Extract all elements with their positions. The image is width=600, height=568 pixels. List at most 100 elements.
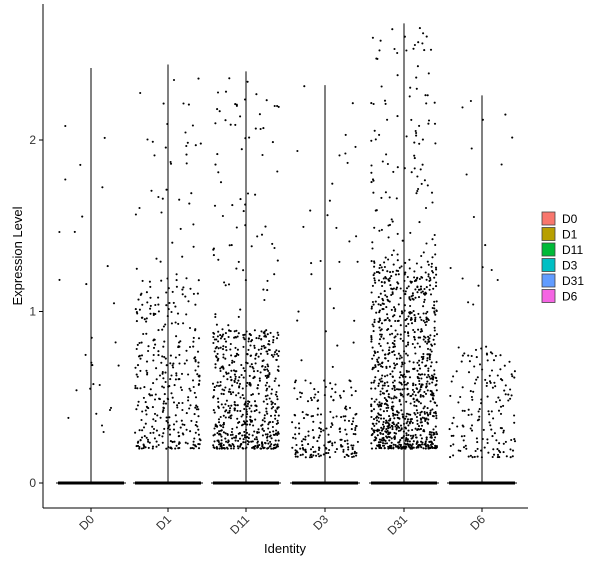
- data-point-D1: [182, 322, 185, 325]
- data-point-D31: [391, 292, 394, 295]
- data-point-D31: [414, 352, 417, 355]
- data-point-D11: [260, 338, 263, 341]
- data-point-D31: [430, 374, 433, 377]
- data-point-D31: [386, 374, 389, 377]
- data-point-D1: [193, 357, 196, 360]
- data-point-D31: [371, 284, 374, 287]
- data-point-D11: [270, 407, 273, 410]
- data-point-D3: [351, 455, 354, 459]
- data-point-D3: [347, 419, 351, 422]
- data-point-D6: [448, 428, 451, 431]
- data-point-D6: [475, 378, 478, 381]
- data-point-D31: [408, 311, 411, 314]
- data-point-D31: [391, 412, 395, 415]
- data-point-D11: [231, 437, 234, 440]
- data-point-D11: [250, 363, 253, 366]
- data-point-D1: [189, 287, 192, 290]
- data-point-D31: [407, 433, 410, 437]
- data-point-D31: [370, 307, 373, 310]
- data-point-D31: [418, 345, 421, 348]
- data-point-D31: [405, 432, 408, 435]
- data-point-D11: [212, 254, 215, 257]
- data-point-D31: [386, 317, 389, 320]
- data-point-D1: [187, 103, 190, 106]
- data-point-D11: [261, 427, 264, 430]
- data-point-D31: [381, 384, 384, 387]
- data-point-D31: [411, 421, 414, 424]
- data-point-D11: [216, 358, 220, 361]
- data-point-D31: [426, 94, 429, 97]
- data-point-D31: [376, 350, 379, 354]
- data-point-D11: [230, 369, 233, 372]
- data-point-D1: [186, 141, 189, 144]
- data-point-D31: [430, 262, 433, 265]
- data-point-D1: [137, 400, 140, 403]
- data-point-D31: [382, 420, 385, 424]
- data-point-D11: [274, 393, 277, 396]
- data-point-D1: [188, 407, 191, 410]
- data-point-D11: [252, 367, 255, 370]
- data-point-D3: [330, 395, 333, 398]
- data-point-D11: [246, 353, 249, 356]
- data-point-D31: [423, 405, 426, 408]
- data-point-D1: [174, 378, 177, 381]
- data-point-D31: [393, 436, 397, 439]
- data-point-D31: [386, 421, 389, 424]
- data-point-D3: [338, 394, 342, 397]
- data-point-D6: [477, 418, 481, 421]
- data-point-D3: [302, 448, 305, 451]
- data-point-D11: [224, 437, 227, 440]
- data-point-D1: [145, 405, 148, 408]
- data-point-D1: [180, 388, 183, 392]
- data-point-D31: [424, 323, 427, 327]
- data-point-D31: [384, 191, 387, 194]
- data-point-D31: [424, 340, 427, 343]
- legend-label: D31: [562, 274, 584, 288]
- data-point-D1: [168, 385, 171, 388]
- data-point-D3: [335, 226, 338, 229]
- data-point-D11: [233, 360, 236, 363]
- data-point-D1: [188, 345, 192, 349]
- data-point-D31: [418, 277, 421, 281]
- data-point-D1: [152, 359, 155, 362]
- data-point-D31: [412, 382, 415, 385]
- data-point-D31: [435, 309, 438, 312]
- data-point-D3: [322, 453, 325, 456]
- data-point-D11: [274, 439, 277, 442]
- data-point-D1: [194, 424, 197, 427]
- data-point-D31: [420, 266, 423, 269]
- data-point-D3: [311, 446, 314, 449]
- data-point-D31: [411, 342, 414, 346]
- data-point-D1: [165, 304, 168, 307]
- data-point-D1: [148, 280, 151, 283]
- data-point-D31: [429, 447, 432, 450]
- data-point-D11: [223, 281, 226, 284]
- data-point-D31: [433, 101, 436, 104]
- data-point-D31: [412, 310, 415, 313]
- data-point-D31: [370, 442, 373, 445]
- data-point-D31: [373, 429, 376, 432]
- data-point-D11: [273, 446, 276, 449]
- data-point-D6: [499, 368, 502, 371]
- data-point-D11: [242, 423, 245, 426]
- data-point-D1: [144, 409, 147, 412]
- y-tick-label: 1: [29, 305, 36, 319]
- data-point-D31: [419, 336, 422, 339]
- data-point-D31: [394, 364, 397, 367]
- data-point-D11: [257, 428, 260, 431]
- data-point-D11: [213, 389, 216, 392]
- data-point-D31: [405, 400, 408, 403]
- data-point-D31: [404, 427, 408, 430]
- data-point-D3: [346, 442, 349, 445]
- data-point-D31: [383, 99, 387, 102]
- data-point-D31: [429, 353, 432, 356]
- x-tick-label: D11: [227, 512, 252, 537]
- data-point-D11: [243, 403, 246, 406]
- data-point-D31: [398, 388, 402, 391]
- data-point-D1: [178, 441, 181, 444]
- data-point-D6: [471, 398, 474, 401]
- axes: [42, 4, 528, 509]
- legend-label: D6: [562, 290, 578, 304]
- data-point-D11: [230, 244, 233, 247]
- data-point-D31: [411, 443, 414, 446]
